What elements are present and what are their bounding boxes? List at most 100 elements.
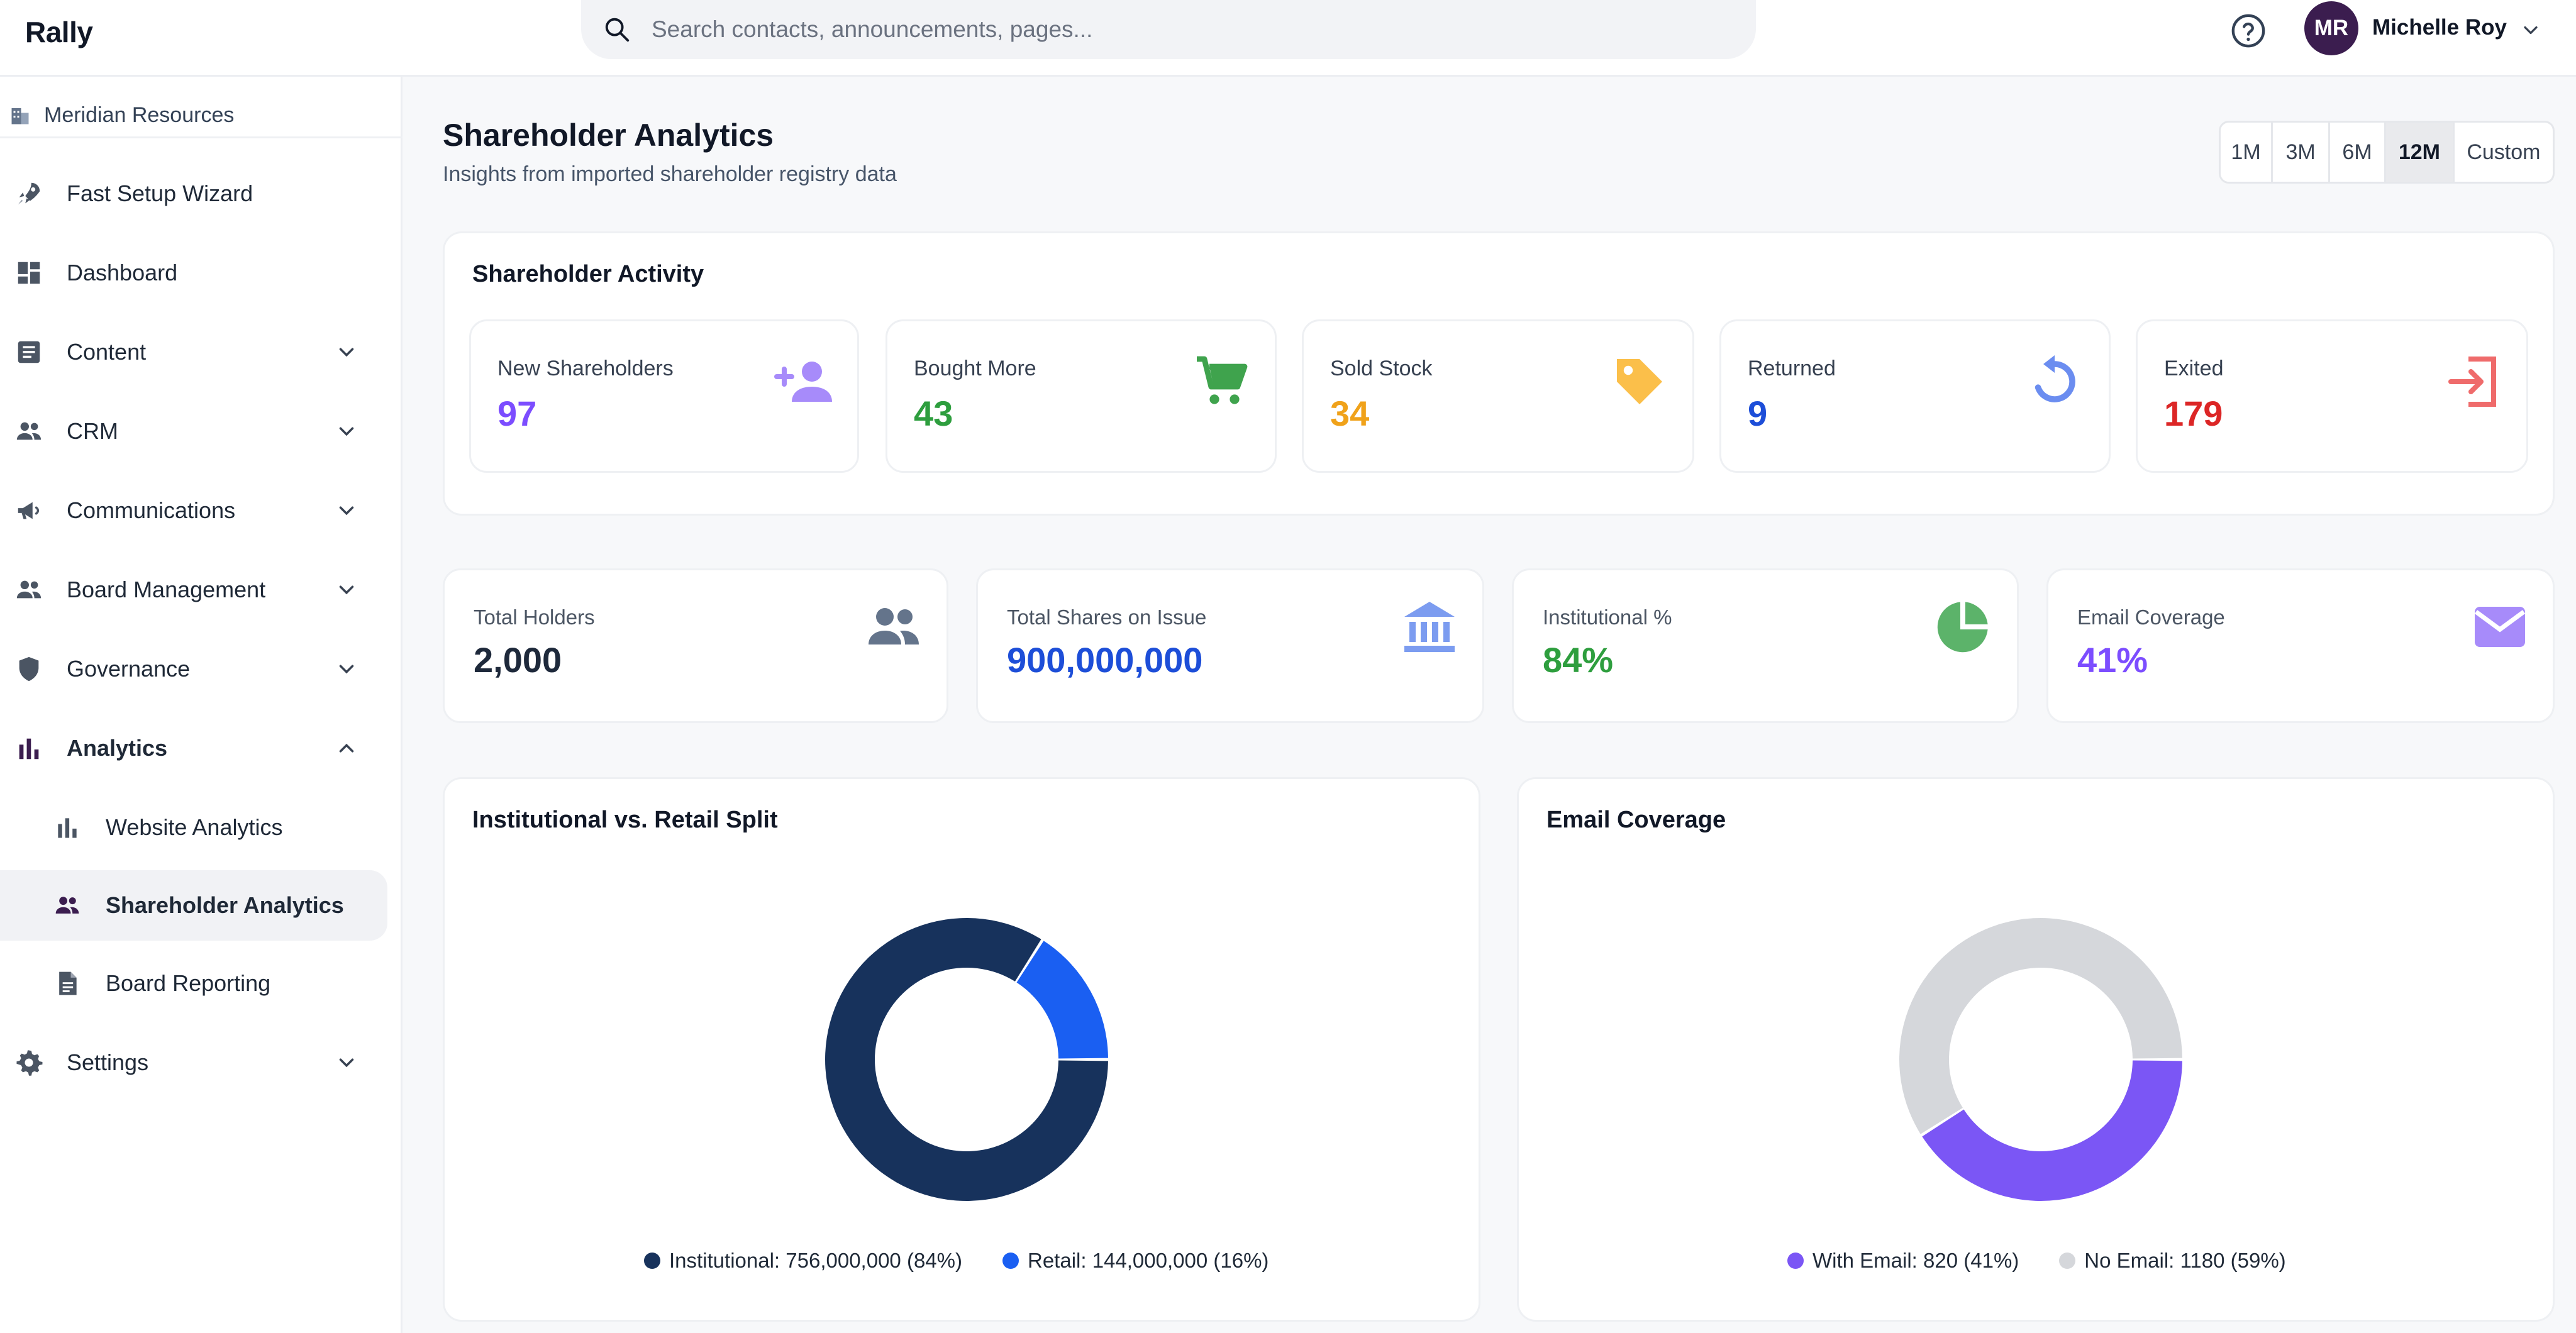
chart-card-institutional-split: Institutional vs. Retail Split [443,777,1480,1322]
donut-slice-institutional[interactable] [825,918,1108,1201]
card-label: New Shareholders [497,357,674,380]
chart-title: Institutional vs. Retail Split [472,807,778,833]
stat-label: Total Shares on Issue [1007,606,1207,629]
stat-label: Total Holders [474,606,595,629]
sidebar-item-label: Fast Setup Wizard [67,180,253,206]
donut-chart-institutional-split [825,918,1108,1201]
chevron-down-icon [339,506,354,516]
card-value: 179 [2164,394,2223,433]
card-value: 43 [914,394,953,433]
people-icon [55,897,79,914]
dashboard-icon [18,262,40,284]
range-option-6m[interactable]: 6M [2330,123,2387,182]
range-option-3m[interactable]: 3M [2273,123,2331,182]
bar-chart-icon [58,818,77,838]
sidebar-item-label: Communications [67,497,236,523]
activity-card-new-shareholders[interactable]: New Shareholders 97 [469,319,859,473]
page-subtitle: Insights from imported shareholder regis… [443,162,897,186]
person-add-icon [774,362,832,402]
legend-swatch [644,1253,660,1269]
bar-chart-icon [19,738,39,760]
sidebar-item-governance[interactable]: Governance [0,643,402,695]
card-value: 9 [1748,394,1768,433]
card-label: Returned [1748,357,1836,380]
stat-card-total-shares: Total Shares on Issue 900,000,000 [976,568,1484,723]
legend-item-no-email: No Email: 1180 (59%) [2059,1249,2286,1273]
sidebar-item-board-reporting[interactable]: Board Reporting [0,948,387,1019]
org-name: Meridian Resources [44,103,235,127]
legend-swatch [1002,1253,1019,1269]
sidebar-item-board-management[interactable]: Board Management [0,563,402,616]
app-logo[interactable]: Rally [25,16,93,48]
article-icon [18,341,40,363]
rocket-icon [18,182,40,205]
group-icon [16,580,42,599]
chevron-down-icon[interactable] [2519,19,2542,41]
range-option-custom[interactable]: Custom [2467,140,2541,164]
activity-card-sold-stock[interactable]: Sold Stock 34 [1302,319,1694,473]
tag-icon [1617,359,1662,404]
sidebar-item-content[interactable]: Content [0,326,402,379]
sidebar-item-shareholder-analytics[interactable]: Shareholder Analytics [0,870,387,941]
search-bar[interactable]: Search contacts, announcements, pages... [581,0,1756,59]
stat-card-total-holders: Total Holders 2,000 [443,568,948,723]
user-name[interactable]: Michelle Roy [2372,15,2507,40]
chevron-down-icon [339,348,354,357]
sidebar-item-label: Settings [67,1049,149,1075]
activity-card-bought-more[interactable]: Bought More 43 [886,319,1277,473]
sidebar-item-fast-setup-wizard[interactable]: Fast Setup Wizard [0,167,402,220]
sidebar-item-crm[interactable]: CRM [0,405,402,458]
sidebar-item-label: Website Analytics [106,814,283,840]
stat-label: Institutional % [1543,606,1672,629]
avatar[interactable]: MR [2304,1,2358,55]
sidebar-item-label: Dashboard [67,260,178,285]
stat-label: Email Coverage [2077,606,2225,629]
range-option-12m[interactable]: 12M [2386,123,2455,182]
gear-icon [16,1050,43,1076]
activity-card-exited[interactable]: Exited 179 [2136,319,2528,473]
stat-value: 84% [1543,640,1614,680]
chevron-down-icon [339,427,354,436]
legend-item-institutional: Institutional: 756,000,000 (84%) [644,1249,962,1273]
activity-card-returned[interactable]: Returned 9 [1719,319,2111,473]
legend-label: With Email: 820 (41%) [1813,1249,2019,1272]
range-option-1m[interactable]: 1M [2221,123,2273,182]
top-bar: Rally Search contacts, announcements, pa… [0,0,2576,77]
help-icon [2231,14,2265,48]
chevron-down-icon [339,1058,354,1068]
bank-icon [1404,602,1455,652]
card-label: Bought More [914,357,1036,380]
org-switcher[interactable]: Meridian Resources [0,94,402,138]
sidebar-item-settings[interactable]: Settings [0,1036,402,1089]
people-icon [869,608,919,644]
sidebar-item-communications[interactable]: Communications [0,484,402,537]
shield-icon [19,656,39,682]
chart-legend-email: With Email: 820 (41%) No Email: 1180 (59… [1787,1249,2286,1273]
sidebar-item-dashboard[interactable]: Dashboard [0,246,402,299]
donut-slice-no-email[interactable] [1899,918,2182,1134]
donut-slice-with-email[interactable] [1922,1060,2182,1201]
pie-icon [1937,602,1988,653]
sidebar-item-label: Board Reporting [106,970,271,996]
legend-label: Retail: 144,000,000 (16%) [1027,1249,1269,1272]
donut-slice-retail[interactable] [1016,941,1108,1059]
sidebar-item-label: Content [67,339,147,365]
card-label: Sold Stock [1330,357,1433,380]
sidebar-item-website-analytics[interactable]: Website Analytics [0,792,387,863]
cart-icon [1197,356,1248,404]
card-value: 34 [1330,394,1370,433]
chevron-up-icon [339,743,354,753]
donut-chart-email-coverage [1899,918,2182,1201]
legend-swatch [1787,1253,1804,1269]
search-input[interactable]: Search contacts, announcements, pages... [652,16,1093,42]
time-range-selector: 1M 3M 6M 12M Custom [2219,121,2555,184]
sidebar-item-label: Board Management [67,577,266,602]
sidebar-item-label: Analytics [67,735,168,761]
people-icon [16,422,42,440]
chart-legend-institutional: Institutional: 756,000,000 (84%) Retail:… [644,1249,1269,1273]
page-title: Shareholder Analytics [443,118,774,153]
refresh-icon [2035,355,2075,402]
stat-value: 900,000,000 [1007,640,1203,680]
help-button[interactable] [2230,13,2267,49]
sidebar-item-analytics[interactable]: Analytics [0,722,402,775]
